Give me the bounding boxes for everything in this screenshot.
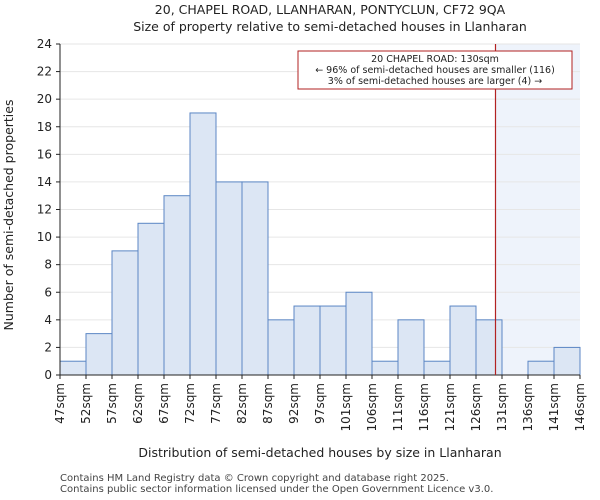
y-tick-label: 4: [44, 313, 52, 327]
x-tick-label: 126sqm: [469, 383, 483, 431]
histogram-bar: [319, 305, 347, 376]
histogram-bar: [111, 250, 139, 376]
x-tick-label: 77sqm: [209, 383, 223, 424]
x-axis-label: Distribution of semi-detached houses by …: [138, 445, 501, 460]
x-tick-label: 57sqm: [105, 383, 119, 424]
histogram-bar: [215, 181, 243, 376]
chart-title-line2: Size of property relative to semi-detach…: [133, 19, 527, 34]
histogram-bar: [293, 305, 321, 376]
histogram-bar: [527, 360, 555, 376]
y-tick-label: 16: [37, 147, 52, 161]
x-tick-label: 101sqm: [339, 383, 353, 431]
x-tick-label: 131sqm: [495, 383, 509, 431]
histogram-bar: [345, 291, 373, 376]
footer-licence: Contains public sector information licen…: [60, 484, 494, 495]
y-tick-label: 22: [37, 65, 52, 79]
histogram-bar: [397, 319, 425, 376]
x-tick-label: 106sqm: [365, 383, 379, 431]
histogram-bar: [59, 360, 87, 376]
histogram-bar: [449, 305, 477, 376]
histogram-bar: [553, 346, 581, 376]
y-tick-label: 24: [37, 37, 52, 51]
histogram-bar: [85, 333, 113, 376]
x-tick-label: 136sqm: [521, 383, 535, 431]
annotation-box: [297, 50, 573, 90]
y-tick-label: 10: [37, 230, 52, 244]
histogram-bar: [241, 181, 269, 376]
chart-title-line1: 20, CHAPEL ROAD, LLANHARAN, PONTYCLUN, C…: [155, 2, 506, 17]
histogram-bar: [137, 222, 165, 376]
annotation-line: 20 CHAPEL ROAD: 130sqm: [371, 54, 499, 65]
y-tick-label: 8: [44, 258, 52, 272]
y-tick-label: 0: [44, 368, 52, 382]
x-tick-label: 146sqm: [573, 383, 587, 431]
y-tick-label: 14: [37, 175, 52, 189]
x-tick-label: 67sqm: [157, 383, 171, 424]
x-tick-label: 72sqm: [183, 383, 197, 424]
x-tick-label: 62sqm: [131, 383, 145, 424]
histogram-bar: [189, 112, 217, 376]
y-axis-label: Number of semi-detached properties: [1, 100, 16, 331]
histogram-bar: [423, 360, 451, 376]
x-tick-label: 87sqm: [261, 383, 275, 424]
histogram-bar: [267, 319, 295, 376]
footer-copyright: Contains HM Land Registry data © Crown c…: [60, 473, 449, 484]
x-tick-label: 47sqm: [53, 383, 67, 424]
y-tick-label: 18: [37, 120, 52, 134]
x-tick-label: 121sqm: [443, 383, 457, 431]
histogram-bar: [371, 360, 399, 376]
y-tick-label: 6: [44, 285, 52, 299]
x-tick-label: 141sqm: [547, 383, 561, 431]
x-tick-label: 92sqm: [287, 383, 301, 424]
histogram-bar: [163, 195, 191, 376]
histogram-bar: [475, 319, 503, 376]
x-tick-label: 116sqm: [417, 383, 431, 431]
y-tick-label: 20: [37, 92, 52, 106]
x-tick-label: 111sqm: [391, 383, 405, 431]
x-tick-label: 52sqm: [79, 383, 93, 424]
annotation-line: ← 96% of semi-detached houses are smalle…: [315, 65, 555, 76]
annotation-line: 3% of semi-detached houses are larger (4…: [328, 76, 542, 87]
y-tick-label: 12: [37, 203, 52, 217]
x-tick-label: 82sqm: [235, 383, 249, 424]
x-tick-label: 97sqm: [313, 383, 327, 424]
y-tick-label: 2: [44, 340, 52, 354]
